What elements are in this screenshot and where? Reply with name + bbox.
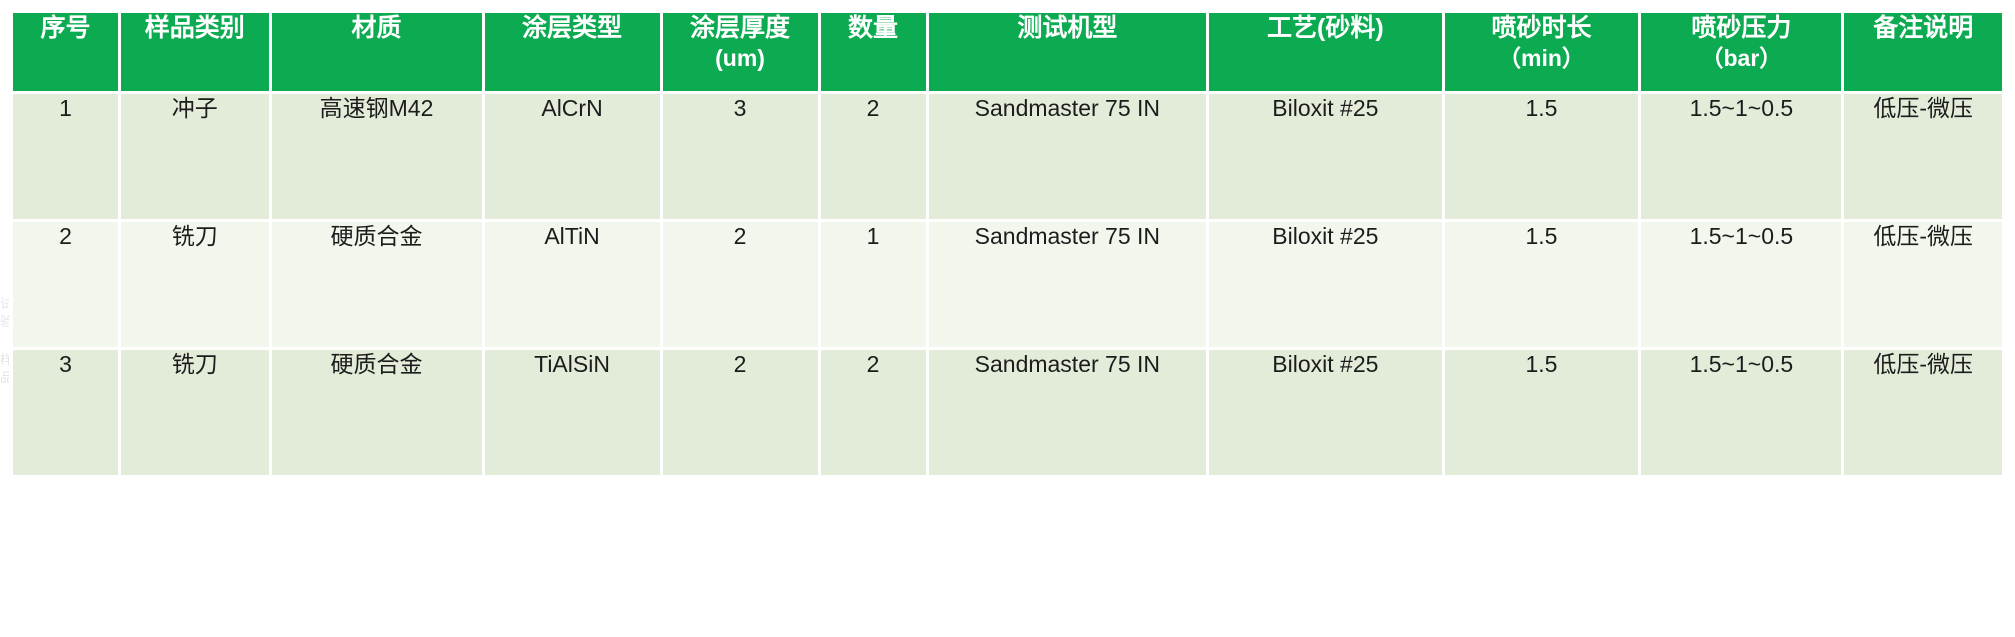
cell-coating-thickness: 2 (662, 222, 818, 347)
column-header-material: 材质 (271, 13, 482, 91)
cell-quantity: 1 (820, 222, 926, 347)
cell-test-machine: Sandmaster 75 IN (928, 222, 1207, 347)
cell-index: 1 (13, 94, 118, 219)
cell-coating-type: TiAlSiN (484, 350, 660, 475)
cell-material: 硬质合金 (271, 350, 482, 475)
cell-blast-pressure: 1.5~1~0.5 (1641, 94, 1842, 219)
cell-coating-type: AlTiN (484, 222, 660, 347)
cell-coating-thickness: 2 (662, 350, 818, 475)
margin-mark: 验 (0, 314, 9, 329)
cell-index: 3 (13, 350, 118, 475)
column-header-test-machine: 测试机型 (928, 13, 1207, 91)
cell-blast-time: 1.5 (1444, 222, 1639, 347)
cell-process-media: Biloxit #25 (1209, 350, 1442, 475)
margin-mark: 试 (0, 296, 9, 311)
column-header-coating-thickness: 涂层厚度 (um) (662, 13, 818, 91)
cell-blast-time: 1.5 (1444, 350, 1639, 475)
cell-material: 硬质合金 (271, 222, 482, 347)
cell-remarks: 低压-微压 (1844, 94, 2002, 219)
cell-test-machine: Sandmaster 75 IN (928, 94, 1207, 219)
cell-process-media: Biloxit #25 (1209, 222, 1442, 347)
table-header: 序号 样品类别 材质 涂层类型 涂层厚度 (um) (13, 13, 2002, 91)
column-header-blast-pressure: 喷砂压力 （bar） (1641, 13, 1842, 91)
cell-remarks: 低压-微压 (1844, 350, 2002, 475)
cell-coating-type: AlCrN (484, 94, 660, 219)
cell-sample-category: 冲子 (121, 94, 269, 219)
margin-mark: 样 (0, 352, 9, 367)
cell-blast-pressure: 1.5~1~0.5 (1641, 350, 1842, 475)
column-header-coating-type: 涂层类型 (484, 13, 660, 91)
column-header-quantity: 数量 (820, 13, 926, 91)
table-row: 1 冲子 高速钢M42 AlCrN 3 2 Sandmaster 75 IN B… (13, 94, 2002, 219)
cell-sample-category: 铣刀 (121, 222, 269, 347)
cell-blast-time: 1.5 (1444, 94, 1639, 219)
header-row: 序号 样品类别 材质 涂层类型 涂层厚度 (um) (13, 13, 2002, 91)
cell-coating-thickness: 3 (662, 94, 818, 219)
cell-index: 2 (13, 222, 118, 347)
cell-quantity: 2 (820, 350, 926, 475)
column-header-blast-time: 喷砂时长 （min） (1444, 13, 1639, 91)
table-row: 3 铣刀 硬质合金 TiAlSiN 2 2 Sandmaster 75 IN B… (13, 350, 2002, 475)
cell-test-machine: Sandmaster 75 IN (928, 350, 1207, 475)
cell-remarks: 低压-微压 (1844, 222, 2002, 347)
column-header-sample-category: 样品类别 (121, 13, 269, 91)
cell-quantity: 2 (820, 94, 926, 219)
table-row: 2 铣刀 硬质合金 AlTiN 2 1 Sandmaster 75 IN Bil… (13, 222, 2002, 347)
cell-sample-category: 铣刀 (121, 350, 269, 475)
cell-material: 高速钢M42 (271, 94, 482, 219)
margin-mark: 品 (0, 370, 9, 385)
column-header-index: 序号 (13, 13, 118, 91)
column-header-remarks: 备注说明 (1844, 13, 2002, 91)
column-header-process-media: 工艺(砂料) (1209, 13, 1442, 91)
sample-spec-table: 序号 样品类别 材质 涂层类型 涂层厚度 (um) (10, 10, 2005, 478)
cell-blast-pressure: 1.5~1~0.5 (1641, 222, 1842, 347)
table-body: 1 冲子 高速钢M42 AlCrN 3 2 Sandmaster 75 IN B… (13, 94, 2002, 475)
cell-process-media: Biloxit #25 (1209, 94, 1442, 219)
